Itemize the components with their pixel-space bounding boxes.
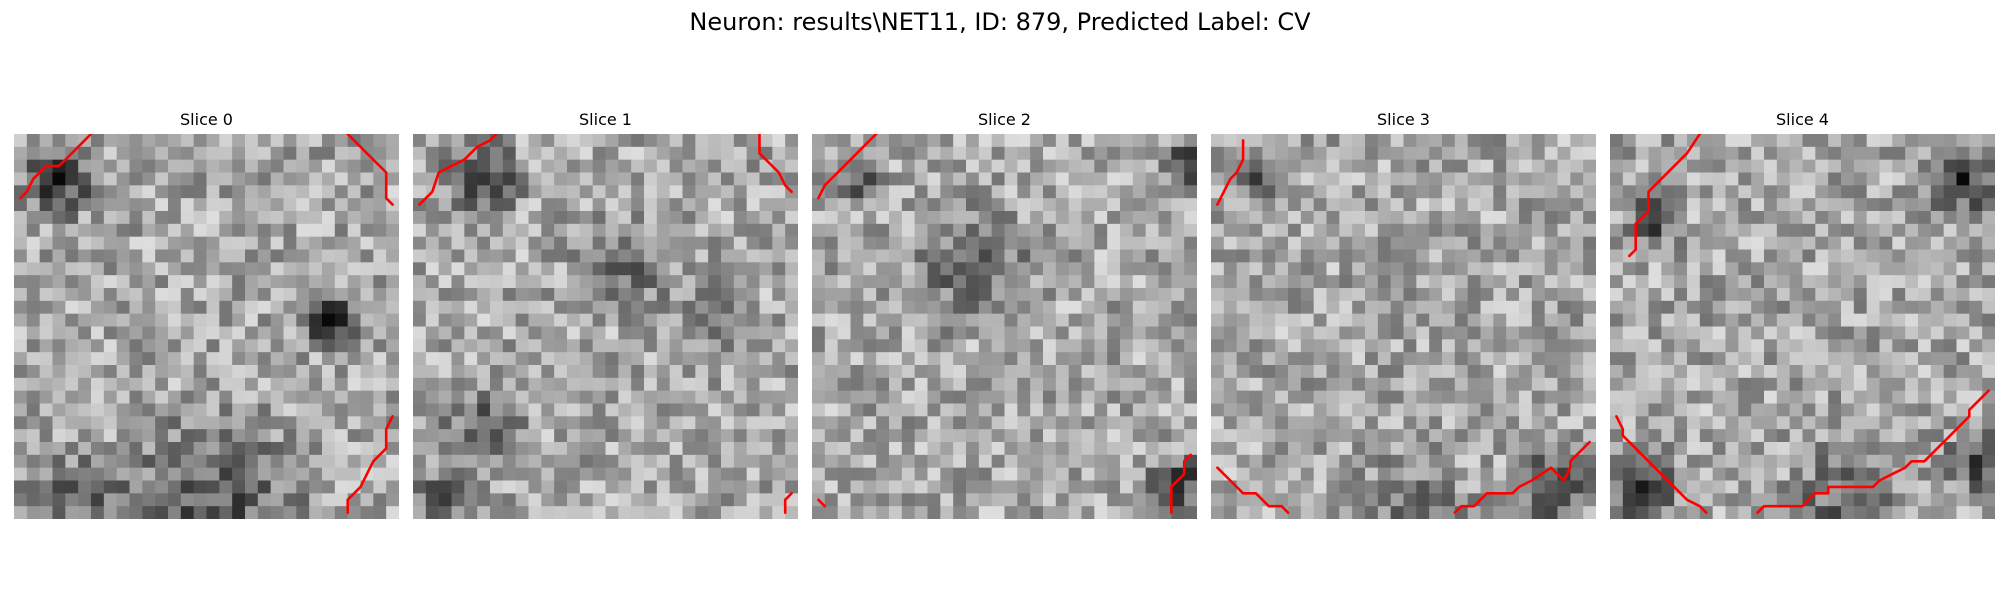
slice-panel-2: Slice 2 (812, 108, 1197, 519)
slice-image (1610, 134, 1995, 519)
slice-image (1211, 134, 1596, 519)
slice-panel-0: Slice 0 (14, 108, 399, 519)
slice-panel-1: Slice 1 (413, 108, 798, 519)
slice-title: Slice 1 (579, 110, 632, 129)
slice-title: Slice 3 (1377, 110, 1430, 129)
slice-title: Slice 0 (180, 110, 233, 129)
slice-title: Slice 2 (978, 110, 1031, 129)
slice-panel-4: Slice 4 (1610, 108, 1995, 519)
slice-image (413, 134, 798, 519)
slice-image (14, 134, 399, 519)
slice-panel-3: Slice 3 (1211, 108, 1596, 519)
slice-image (812, 134, 1197, 519)
figure-title: Neuron: results\NET11, ID: 879, Predicte… (689, 8, 1311, 36)
slice-title: Slice 4 (1776, 110, 1829, 129)
